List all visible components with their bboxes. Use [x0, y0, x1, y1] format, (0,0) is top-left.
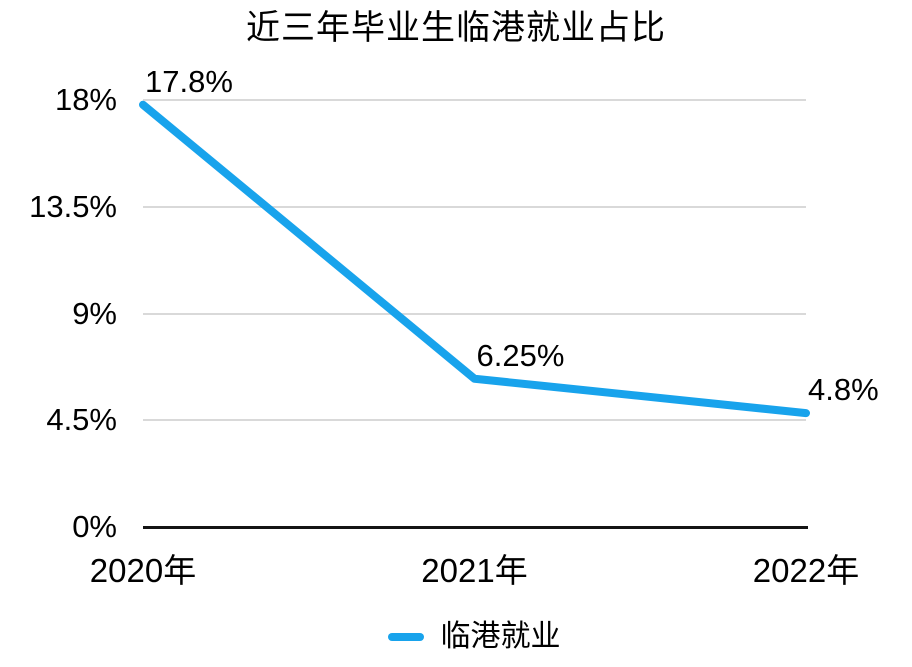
x-tick-label-2020: 2020年 — [89, 552, 197, 589]
y-tick-label-4-5: 4.5% — [46, 402, 117, 438]
legend: 临港就业 — [0, 617, 912, 657]
data-label-2021: 6.25% — [476, 337, 565, 373]
x-axis-line — [143, 525, 808, 529]
series-line-lingang — [139, 100, 810, 418]
gridline — [143, 205, 806, 208]
y-tick-label-9: 9% — [72, 295, 117, 331]
legend-series-label: 临港就业 — [440, 620, 561, 653]
y-tick-label-18: 18% — [54, 82, 117, 117]
data-label-2020: 17.8% — [145, 63, 233, 99]
gridline — [143, 419, 806, 422]
chart-title: 近三年毕业生临港就业占比 — [246, 9, 666, 47]
legend-line-marker — [387, 633, 424, 641]
x-tick-label-2021: 2021年 — [421, 552, 528, 589]
data-label-2022: 4.8% — [808, 372, 879, 408]
y-tick-label-0: 0% — [72, 509, 117, 544]
gridline — [143, 99, 806, 101]
x-tick-label-2022: 2022年 — [752, 552, 860, 589]
gridline — [143, 312, 806, 315]
y-tick-label-13-5: 13.5% — [29, 188, 117, 224]
